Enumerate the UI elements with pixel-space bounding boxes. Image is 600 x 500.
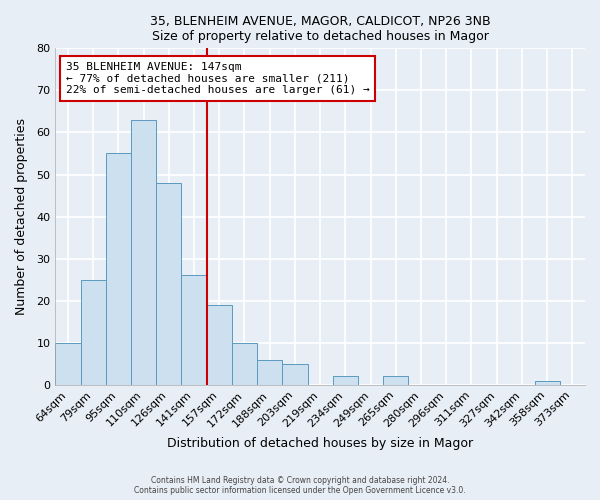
Bar [80, 280, 106, 385]
Text: 35 BLENHEIM AVENUE: 147sqm
← 77% of detached houses are smaller (211)
22% of sem: 35 BLENHEIM AVENUE: 147sqm ← 77% of deta… [66, 62, 370, 95]
Bar [232, 343, 257, 385]
Bar [333, 376, 358, 385]
Y-axis label: Number of detached properties: Number of detached properties [15, 118, 28, 315]
Bar [106, 154, 131, 385]
Bar [283, 364, 308, 385]
Bar [535, 380, 560, 385]
X-axis label: Distribution of detached houses by size in Magor: Distribution of detached houses by size … [167, 437, 473, 450]
Text: Contains HM Land Registry data © Crown copyright and database right 2024.
Contai: Contains HM Land Registry data © Crown c… [134, 476, 466, 495]
Bar [181, 276, 206, 385]
Bar [156, 183, 181, 385]
Bar [257, 360, 283, 385]
Bar [383, 376, 409, 385]
Bar [206, 305, 232, 385]
Bar [55, 343, 80, 385]
Title: 35, BLENHEIM AVENUE, MAGOR, CALDICOT, NP26 3NB
Size of property relative to deta: 35, BLENHEIM AVENUE, MAGOR, CALDICOT, NP… [150, 15, 490, 43]
Bar [131, 120, 156, 385]
